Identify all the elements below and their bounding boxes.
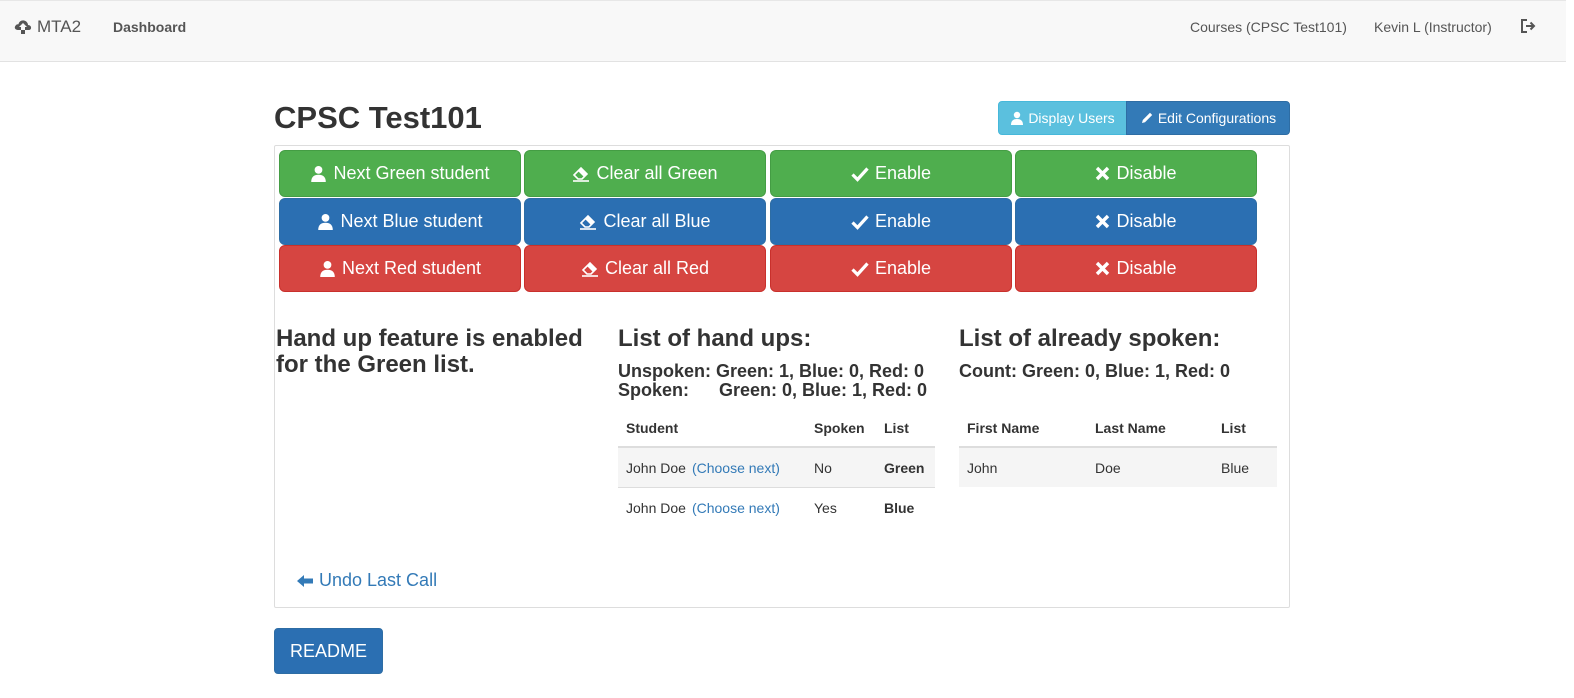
spoken-cell: No bbox=[806, 446, 876, 488]
nav-user-link[interactable]: Kevin L (Instructor) bbox=[1374, 19, 1492, 35]
cloud-upload-icon bbox=[14, 19, 32, 35]
brand-link[interactable]: MTA2 bbox=[14, 17, 81, 37]
choose-next-link[interactable]: (Choose next) bbox=[691, 459, 780, 476]
already-spoken-title: List of already spoken: bbox=[959, 325, 1221, 352]
eraser-icon bbox=[572, 165, 590, 182]
already-spoken-count: Count: Green: 0, Blue: 1, Red: 0 bbox=[959, 361, 1231, 381]
enable-green-button[interactable]: Enable bbox=[770, 150, 1012, 197]
close-icon bbox=[1095, 261, 1110, 276]
main-panel bbox=[274, 145, 1290, 608]
clear-all-red-button[interactable]: Clear all Red bbox=[524, 245, 766, 292]
hand-ups-spoken-count: Spoken: Green: 0, Blue: 1, Red: 0 bbox=[618, 380, 928, 400]
nav-courses-link[interactable]: Courses (CPSC Test101) bbox=[1190, 19, 1347, 35]
next-blue-student-button[interactable]: Next Blue student bbox=[279, 198, 521, 245]
student-name: John Doe bbox=[626, 499, 686, 516]
enable-blue-button[interactable]: Enable bbox=[770, 198, 1012, 245]
pencil-icon bbox=[1140, 111, 1154, 125]
nav-dashboard-link[interactable]: Dashboard bbox=[113, 19, 187, 35]
last-name-cell: Doe bbox=[1087, 446, 1213, 487]
edit-configurations-button[interactable]: Edit Configurations bbox=[1126, 101, 1290, 135]
student-name: John Doe bbox=[626, 459, 686, 476]
clear-green-label: Clear all Green bbox=[596, 163, 718, 183]
column-header-list: List bbox=[876, 410, 935, 448]
user-icon bbox=[317, 213, 334, 230]
disable-green-button[interactable]: Disable bbox=[1015, 150, 1257, 197]
column-header-first-name: First Name bbox=[959, 410, 1087, 448]
undo-last-call-link[interactable]: Undo Last Call bbox=[296, 570, 437, 591]
spoken-cell: Yes bbox=[806, 487, 876, 527]
disable-green-label: Disable bbox=[1116, 163, 1177, 183]
clear-all-green-button[interactable]: Clear all Green bbox=[524, 150, 766, 197]
next-green-student-button[interactable]: Next Green student bbox=[279, 150, 521, 197]
column-header-last-name: Last Name bbox=[1087, 410, 1213, 448]
top-navbar: MTA2 Dashboard Courses (CPSC Test101) Ke… bbox=[0, 0, 1566, 62]
table-row: John Doe (Choose next) No Green bbox=[618, 446, 935, 488]
disable-red-label: Disable bbox=[1116, 258, 1177, 278]
table-row: John Doe (Choose next) Yes Blue bbox=[618, 487, 935, 527]
list-cell: Green bbox=[876, 446, 935, 488]
choose-next-link[interactable]: (Choose next) bbox=[691, 499, 780, 516]
enable-green-label: Enable bbox=[874, 163, 932, 183]
student-cell: John Doe (Choose next) bbox=[618, 446, 806, 488]
user-icon bbox=[1010, 111, 1024, 125]
column-header-spoken: Spoken bbox=[806, 410, 876, 448]
next-green-label: Next Green student bbox=[333, 163, 490, 183]
close-icon bbox=[1095, 214, 1110, 229]
enable-red-label: Enable bbox=[874, 258, 932, 278]
status-line-2: for the Green list. bbox=[276, 351, 475, 378]
status-line-1: Hand up feature is enabled bbox=[276, 325, 583, 352]
clear-all-blue-button[interactable]: Clear all Blue bbox=[524, 198, 766, 245]
column-header-student: Student bbox=[618, 410, 806, 448]
close-icon bbox=[1095, 166, 1110, 181]
next-blue-label: Next Blue student bbox=[340, 211, 483, 231]
first-name-cell: John bbox=[959, 446, 1087, 487]
disable-blue-button[interactable]: Disable bbox=[1015, 198, 1257, 245]
list-cell: Blue bbox=[876, 487, 935, 527]
already-spoken-table: First Name Last Name List John Doe Blue bbox=[959, 410, 1277, 487]
next-red-student-button[interactable]: Next Red student bbox=[279, 245, 521, 292]
enable-blue-label: Enable bbox=[874, 211, 932, 231]
checkmark-icon bbox=[851, 166, 869, 182]
student-cell: John Doe (Choose next) bbox=[618, 487, 806, 527]
clear-red-label: Clear all Red bbox=[604, 258, 710, 278]
user-icon bbox=[319, 260, 336, 277]
eraser-icon bbox=[581, 260, 599, 277]
readme-button[interactable]: README bbox=[274, 628, 383, 674]
clear-blue-label: Clear all Blue bbox=[603, 211, 711, 231]
next-red-label: Next Red student bbox=[341, 258, 482, 278]
table-row: John Doe Blue bbox=[959, 446, 1277, 487]
hand-up-status: Hand up feature is enabled for the Green… bbox=[276, 326, 583, 378]
page-title: CPSC Test101 bbox=[274, 100, 482, 135]
hand-ups-table: Student Spoken List John Doe (Choose next… bbox=[618, 410, 935, 527]
hand-ups-title: List of hand ups: bbox=[618, 325, 812, 352]
display-users-button[interactable]: Display Users bbox=[998, 101, 1127, 135]
edit-configurations-label: Edit Configurations bbox=[1157, 110, 1277, 126]
user-icon bbox=[310, 165, 327, 182]
list-cell: Blue bbox=[1213, 446, 1277, 487]
checkmark-icon bbox=[851, 261, 869, 277]
undo-label: Undo Last Call bbox=[319, 570, 438, 590]
disable-red-button[interactable]: Disable bbox=[1015, 245, 1257, 292]
checkmark-icon bbox=[851, 214, 869, 230]
disable-blue-label: Disable bbox=[1116, 211, 1177, 231]
arrow-left-icon bbox=[296, 574, 314, 588]
display-users-label: Display Users bbox=[1028, 110, 1115, 126]
brand-name: MTA2 bbox=[37, 17, 82, 36]
hand-ups-unspoken-count: Unspoken: Green: 1, Blue: 0, Red: 0 bbox=[618, 361, 925, 381]
enable-red-button[interactable]: Enable bbox=[770, 245, 1012, 292]
eraser-icon bbox=[579, 213, 597, 230]
logout-icon[interactable] bbox=[1520, 18, 1537, 34]
column-header-list: List bbox=[1213, 410, 1277, 448]
